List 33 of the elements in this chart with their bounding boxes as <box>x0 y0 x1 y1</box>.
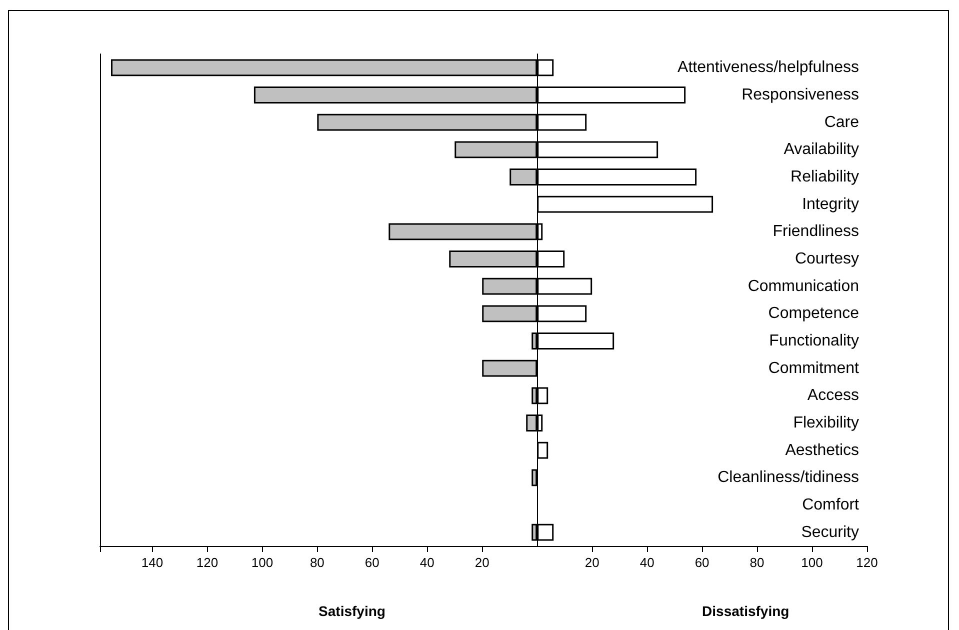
y-tick-label: Responsiveness <box>742 86 859 104</box>
x-tick-label: 120 <box>856 555 878 570</box>
y-tick-label: Commitment <box>768 360 860 377</box>
y-tick-label: Integrity <box>802 196 859 213</box>
y-tick-label: Competence <box>768 305 860 322</box>
y-tick-label: Reliability <box>790 168 859 186</box>
y-tick-label: Aesthetics <box>785 442 859 459</box>
y-tick-label: Access <box>807 387 859 404</box>
x-tick-label: 80 <box>310 555 324 570</box>
y-tick-label: Functionality <box>769 332 859 350</box>
x-tick-label: 100 <box>251 555 274 570</box>
y-tick-label: Care <box>824 114 860 131</box>
x-tick-label: 20 <box>474 555 490 570</box>
x-tick-label: 80 <box>750 555 764 570</box>
y-tick-label: Flexibility <box>793 414 859 432</box>
y-tick-label: Availability <box>784 141 859 158</box>
text: Satisfying <box>318 603 386 619</box>
x-tick-label: 100 <box>801 555 823 570</box>
x-tick-label: 20 <box>584 555 600 570</box>
x-tick-label: 120 <box>196 555 218 570</box>
y-tick-label: Comfort <box>802 496 860 514</box>
x-tick-label: 60 <box>694 555 710 570</box>
x-tick-label: 40 <box>640 555 654 570</box>
x-tick-label: 60 <box>364 555 380 570</box>
y-tick-label: Friendliness <box>772 223 859 240</box>
y-tick-label: Communication <box>748 278 859 295</box>
y-tick-label: Cleanliness/tidiness <box>718 469 859 486</box>
y-tick-label: Courtesy <box>794 250 859 268</box>
x-tick-label: 40 <box>420 555 434 570</box>
text: Dissatisfying <box>702 603 790 619</box>
y-tick-label: Attentiveness/helpfulness <box>678 59 859 76</box>
y-tick-label: Security <box>801 524 859 541</box>
x-tick-label: 140 <box>141 555 164 570</box>
